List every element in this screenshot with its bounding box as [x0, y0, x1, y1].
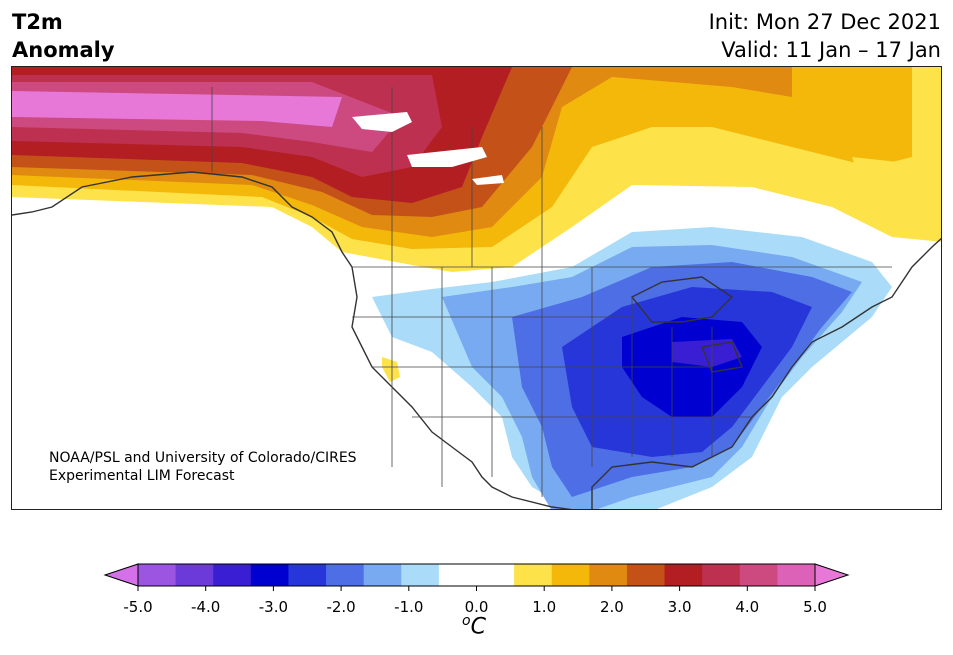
warm-band-9	[852, 157, 941, 237]
colorbar-cell	[363, 564, 402, 586]
colorbar-cell	[401, 564, 440, 586]
title-line-1: T2m	[12, 10, 63, 34]
colorbar-ticks: -5.0 -4.0 -3.0 -2.0 -1.0 0.0 1.0 2.0 3.0 4.0 5.0	[123, 586, 827, 616]
great-slave-lake	[407, 147, 487, 167]
colorbar-cell	[175, 564, 214, 586]
colorbar-cell	[626, 564, 666, 586]
map-title: T2m Anomaly	[12, 8, 115, 64]
colorbar-arrow-right	[814, 563, 850, 587]
colorbar-cell	[438, 564, 477, 586]
unit-label: C	[470, 614, 486, 640]
colorbar-cell	[213, 564, 252, 586]
colorbar-cell	[476, 564, 515, 586]
colorbar-cell	[664, 564, 703, 586]
colorbar-cells	[103, 563, 850, 587]
cold-core	[672, 339, 742, 367]
coastlines	[12, 171, 941, 509]
colorbar-cell	[551, 564, 590, 586]
colorbar-tick-label: 2.0	[600, 598, 624, 616]
colorbar-cell	[138, 564, 177, 586]
credit-line-1: NOAA/PSL and University of Colorado/CIRE…	[49, 450, 357, 466]
colorbar-cell	[250, 564, 289, 586]
forecast-info: Init: Mon 27 Dec 2021 Valid: 11 Jan – 17…	[709, 8, 941, 64]
colorbar-cell	[739, 564, 778, 586]
colorbar-cell	[514, 564, 553, 586]
colorbar-tick-label: -5.0	[123, 598, 152, 616]
colorbar-cell	[702, 564, 741, 586]
colorbar-tick-label: 1.0	[532, 598, 556, 616]
colorbar-tick-label: -1.0	[394, 598, 423, 616]
credit-text: NOAA/PSL and University of Colorado/CIRE…	[49, 449, 357, 485]
colorbar-unit: oC	[462, 613, 486, 639]
colorbar-tick-label: -4.0	[191, 598, 220, 616]
anomaly-map-canvas	[12, 67, 941, 509]
lake-winnipeg	[472, 175, 504, 185]
colorbar-tick-label: 0.0	[465, 598, 489, 616]
colorbar-tick-label: 5.0	[803, 598, 827, 616]
colorbar-cell	[326, 564, 365, 586]
init-date: Init: Mon 27 Dec 2021	[708, 10, 941, 34]
colorbar-tick-label: -2.0	[326, 598, 355, 616]
valid-range: Valid: 11 Jan – 17 Jan	[721, 38, 941, 62]
colorbar-cell	[288, 564, 327, 586]
title-line-2: Anomaly	[12, 38, 115, 62]
state-borders	[211, 87, 892, 497]
colorbar-cell	[777, 564, 816, 586]
colorbar-tick-label: 4.0	[735, 598, 759, 616]
colorbar-arrow-left	[103, 563, 139, 587]
anomaly-map	[11, 66, 942, 510]
warm-patch-sw	[382, 357, 400, 382]
unit-degree: o	[462, 613, 471, 629]
colorbar-cell	[589, 564, 628, 586]
great-bear-lake	[352, 112, 412, 132]
colorbar-tick-label: -3.0	[259, 598, 288, 616]
credit-line-2: Experimental LIM Forecast	[49, 468, 235, 484]
colorbar-tick-label: 3.0	[668, 598, 692, 616]
warm-band-8	[12, 91, 342, 127]
